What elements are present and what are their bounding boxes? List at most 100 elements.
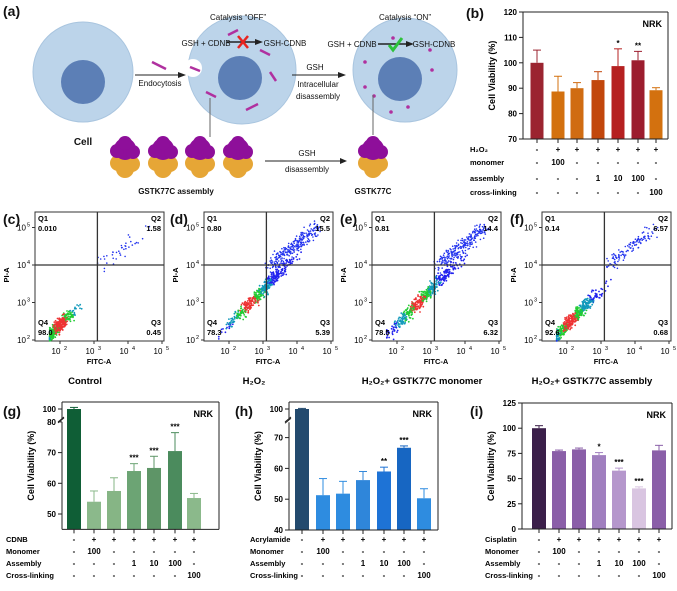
event-dot <box>282 260 285 263</box>
event-dot <box>435 277 438 280</box>
event-dot <box>634 241 636 243</box>
event-dot <box>300 231 303 234</box>
event-dot <box>629 241 632 244</box>
event-dot <box>312 229 314 232</box>
event-dot <box>576 312 578 315</box>
event-dot <box>131 244 134 246</box>
protein-lobe <box>118 136 132 150</box>
y-tick-label: 50 <box>507 475 516 484</box>
event-dot <box>292 257 295 259</box>
event-dot <box>647 234 649 237</box>
event-dot <box>439 257 442 260</box>
event-dot <box>314 234 316 236</box>
event-dot <box>257 296 260 299</box>
event-dot <box>616 267 619 270</box>
event-dot <box>256 291 259 293</box>
event-dot <box>579 304 582 307</box>
protein-lobe <box>156 136 170 150</box>
row-cell: - <box>576 188 579 197</box>
row-cell: - <box>362 547 365 556</box>
event-dot <box>127 234 130 236</box>
event-dot <box>555 340 558 342</box>
row-cell: - <box>113 571 116 580</box>
event-dot <box>582 303 585 306</box>
event-dot <box>79 303 82 306</box>
event-dot <box>413 311 416 314</box>
row-cell: 100 <box>87 547 101 556</box>
event-dot <box>454 254 457 257</box>
event-dot <box>262 292 265 294</box>
row-cell: - <box>598 547 601 556</box>
event-dot <box>459 254 461 256</box>
event-dot <box>300 248 302 251</box>
quadrant-name: Q1 <box>38 214 48 223</box>
event-dot <box>412 308 414 311</box>
row-cell: - <box>538 559 541 568</box>
event-dot <box>286 260 289 263</box>
event-dot <box>574 318 576 321</box>
event-dot <box>474 235 476 238</box>
event-dot <box>67 317 69 320</box>
event-dot <box>467 244 469 246</box>
q1-value: 0.81 <box>375 224 390 233</box>
row-label: cross-linking <box>470 188 517 197</box>
event-dot <box>296 258 299 261</box>
event-dot <box>68 311 71 313</box>
event-dot <box>258 291 261 294</box>
event-dot <box>465 246 467 249</box>
y-tick-exponent: 5 <box>364 223 367 229</box>
event-dot <box>281 254 284 256</box>
event-dot <box>429 280 431 282</box>
protein-lobe <box>229 160 247 178</box>
row-cell: 10 <box>380 559 389 568</box>
row-cell: + <box>361 535 366 544</box>
event-dot <box>313 227 316 229</box>
event-dot <box>275 256 277 259</box>
event-dot <box>391 333 394 336</box>
event-dot <box>130 240 132 243</box>
x-tick-label: 10 <box>255 347 264 356</box>
event-dot <box>280 270 282 273</box>
event-dot <box>246 300 249 302</box>
event-dot <box>431 285 434 288</box>
event-dot <box>57 328 60 330</box>
y-tick-exponent: 4 <box>196 260 199 266</box>
event-dot <box>48 340 51 342</box>
event-dot <box>565 328 568 331</box>
event-dot <box>422 290 424 293</box>
event-dot <box>392 338 395 341</box>
event-dot <box>479 238 482 241</box>
event-dot <box>276 277 279 280</box>
event-dot <box>555 337 558 340</box>
event-dot <box>574 309 577 312</box>
event-dot <box>317 234 319 236</box>
y-tick-exponent: 3 <box>364 298 367 304</box>
event-dot <box>446 271 449 273</box>
bar <box>127 471 141 530</box>
event-dot <box>461 239 464 242</box>
event-dot <box>269 260 272 262</box>
y-axis-label: PI-A <box>171 267 180 283</box>
event-dot <box>52 334 55 337</box>
y-axis-label: PI-A <box>2 267 11 283</box>
event-dot <box>229 322 232 325</box>
event-dot <box>240 305 242 308</box>
event-dot <box>124 255 126 258</box>
event-dot <box>232 318 234 321</box>
q1-value: 0.010 <box>38 224 57 233</box>
event-dot <box>601 292 604 295</box>
row-cell: - <box>655 174 658 183</box>
event-dot <box>612 265 615 268</box>
event-dot <box>483 230 485 232</box>
event-dot <box>473 239 476 242</box>
y-tick-exponent: 2 <box>364 335 367 341</box>
quadrant-name: Q1 <box>545 214 555 223</box>
event-dot <box>56 326 59 329</box>
event-dot <box>429 291 432 294</box>
event-dot <box>252 304 255 306</box>
event-dot <box>639 238 641 241</box>
event-dot <box>273 283 275 286</box>
